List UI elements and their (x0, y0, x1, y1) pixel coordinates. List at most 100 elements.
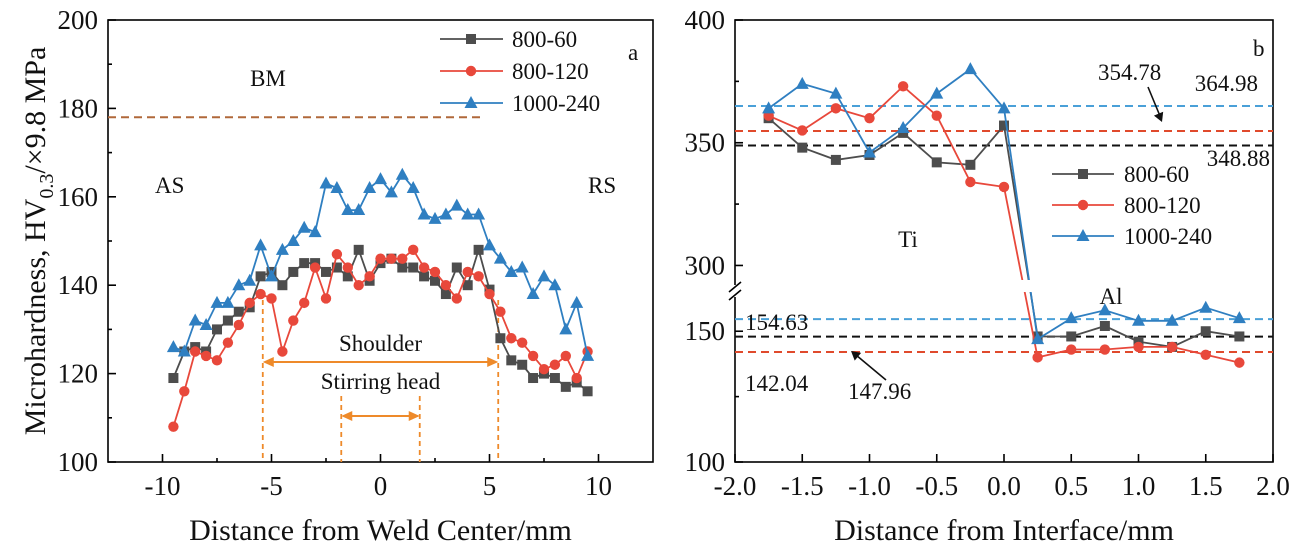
series-break-gap (1002, 280, 1040, 292)
panel-a-data-point (222, 315, 233, 326)
panel-a-data-point (528, 373, 539, 384)
panel-a-data-point (309, 262, 321, 273)
panel-b-data-point (1032, 352, 1043, 363)
panel-a-data-point (210, 295, 224, 308)
panel-b-data-point (797, 142, 808, 153)
panel-a-data-point (472, 207, 486, 220)
panel-a-data-point (418, 262, 430, 273)
panel-a-data-point (527, 350, 539, 362)
panel-a-data-point (168, 421, 179, 432)
legend-b-marker (1077, 199, 1089, 211)
panel-a-frame (107, 19, 654, 463)
panel-b-x-tick-label: -1.5 (781, 471, 824, 501)
panel-b-data-point (830, 103, 842, 114)
panel-b-x-tick-label: 0.5 (1054, 471, 1088, 501)
panel-b-data-point (829, 86, 843, 99)
panel-a-data-point (408, 262, 419, 273)
panel-a-data-point (484, 288, 495, 300)
legend-a-label: 800-120 (512, 59, 589, 84)
panel-a-data-point (462, 266, 473, 278)
panel-a-x-tick-label: -10 (145, 471, 181, 501)
panel-a-data-point (352, 203, 366, 216)
reference-label-147-96: 147.96 (848, 379, 911, 404)
panel-b-data-point (830, 154, 841, 165)
reference-arrow (1147, 86, 1161, 117)
panel-a-data-point (212, 324, 222, 335)
panel-a-data-point (255, 288, 266, 300)
panel-b-y-tick-label: 350 (685, 128, 726, 158)
panel-b-data-point (1199, 300, 1213, 313)
panel-a-data-point (233, 306, 244, 317)
al-label: Al (1100, 284, 1123, 309)
axis-break-mark (728, 281, 742, 293)
panel-a-data-point (451, 293, 462, 304)
panel-b-x-tick-label: 1.0 (1122, 471, 1156, 501)
panel-a-data-point (495, 333, 506, 344)
panel-b-x-tick-label: 2.0 (1256, 471, 1290, 501)
shoulder-label: Shoulder (339, 331, 422, 356)
panel-a-data-point (222, 337, 234, 348)
panel-a-data-point (330, 180, 344, 193)
panel-b-data-point (1066, 331, 1077, 342)
panel-a-data-point (331, 262, 342, 273)
reference-arrowhead (1153, 111, 1164, 122)
panel-a-data-point (179, 386, 190, 397)
panel-a-data-point (353, 244, 364, 255)
panel-b-data-point (965, 159, 976, 170)
panel-b-data-point (897, 81, 909, 92)
panel-b-data-point (896, 121, 910, 133)
panel-a-data-point (397, 253, 408, 264)
legend-b-marker (1076, 229, 1090, 241)
panel-b-data-point (797, 125, 808, 136)
panel-b-data-point (863, 145, 876, 158)
panel-b-data-point (965, 176, 976, 188)
panel-a-data-point (419, 271, 430, 282)
bm-label: BM (250, 66, 286, 91)
panel-a-data-point (254, 238, 268, 251)
panel-a-y-tick-label: 100 (58, 447, 99, 477)
panel-b-data-point (931, 157, 942, 168)
panel-a-data-point (495, 306, 506, 317)
panel-a-data-point (559, 322, 573, 335)
panel-a-data-point (277, 346, 288, 357)
panel-b-y-tick-label: 100 (685, 447, 726, 477)
panel-a-data-point (288, 315, 299, 326)
panel-a-data-point (406, 180, 420, 193)
panel-a-data-point (571, 372, 582, 384)
panel-a-data-point (221, 295, 235, 308)
panel-b-data-point (1166, 341, 1178, 353)
panel-b-data-point (1031, 332, 1045, 345)
panel-b-label: b (1253, 36, 1265, 61)
panel-b-data-point (1200, 326, 1211, 337)
panel-a-data-point (517, 359, 528, 370)
panel-a-data-point (538, 363, 550, 375)
panel-a-data-point (440, 289, 451, 300)
panel-a-data-point (417, 207, 431, 220)
panel-a-data-point (288, 266, 299, 277)
panel-a-data-point (342, 262, 353, 273)
panel-a-data-point (428, 211, 442, 224)
panel-a-data-point (375, 253, 386, 264)
panel-a-data-point (166, 340, 180, 353)
panel-a-data-point (450, 198, 464, 211)
panel-a-x-tick-label: 0 (374, 471, 388, 501)
legend-a-marker (465, 65, 477, 77)
panel-a-data-point (560, 381, 571, 392)
panel-a-data-point (548, 278, 562, 291)
panel-a-data-point (299, 297, 310, 309)
rs-label: RS (588, 173, 616, 198)
panel-a-data-point (320, 293, 332, 304)
panel-a-data-point (321, 266, 331, 277)
panel-a-data-point (408, 244, 419, 256)
panel-b-data-point (1165, 313, 1179, 326)
legend-a-label: 1000-240 (512, 91, 600, 116)
panel-a-data-point (364, 271, 375, 282)
panel-a-data-point (506, 333, 517, 344)
legend-b-marker (1078, 169, 1088, 179)
panel-a-data-point (549, 373, 560, 384)
panel-b-x-tick-label: -2.0 (714, 471, 757, 501)
panel-a-data-point (266, 293, 277, 304)
panel-a-data-point (363, 180, 377, 193)
panel-a-data-point (286, 234, 300, 246)
